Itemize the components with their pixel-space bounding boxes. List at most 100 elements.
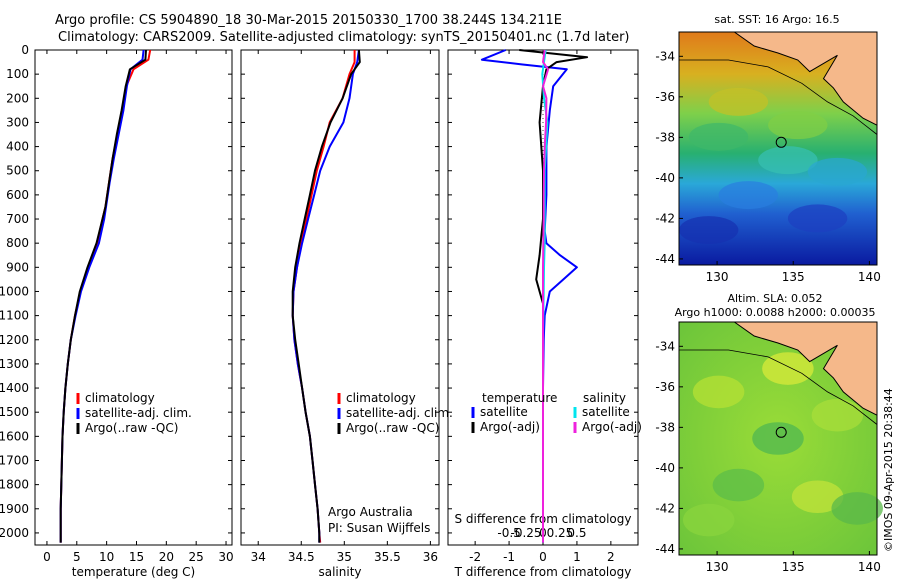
- depth-tick-label: 1300: [0, 357, 29, 371]
- x-tick-label: 34: [251, 550, 266, 564]
- map-lat-label: -36: [655, 90, 675, 104]
- sst-patch: [708, 87, 769, 116]
- legend-temperature-heading: temperature: [482, 391, 557, 405]
- s-axis-tick-label: 0.25: [547, 526, 574, 540]
- map-lat-label: -40: [655, 171, 675, 185]
- sla-patch: [682, 503, 735, 537]
- depth-tick-label: 1200: [0, 333, 29, 347]
- sst-patch: [718, 181, 778, 210]
- sst-map: [678, 31, 878, 266]
- x-tick-label: 0: [539, 550, 547, 564]
- map-lon-label: 140: [858, 560, 881, 574]
- panel-frame-2: [240, 49, 440, 546]
- depth-tick-label: 800: [6, 236, 29, 250]
- legend-salinity-heading: salinity: [583, 391, 626, 405]
- x-tick-label: 5: [73, 550, 81, 564]
- temperature-legend-label: satellite-adj. clim.: [85, 406, 192, 420]
- sst-patch: [807, 157, 868, 186]
- sst-patch: [768, 111, 828, 140]
- x-tick-label: -1: [503, 550, 515, 564]
- map-lon-label: 130: [706, 560, 729, 574]
- series-line: [542, 49, 550, 543]
- depth-tick-label: 100: [6, 67, 29, 81]
- map-lon-label: 130: [706, 270, 729, 284]
- x-tick-label: 10: [99, 550, 114, 564]
- map-frame: [678, 31, 878, 266]
- depth-tick-label: 0: [21, 43, 29, 57]
- depth-tick-label: 900: [6, 260, 29, 274]
- map-lat-label: -38: [655, 420, 675, 434]
- x-tick-label: 0: [43, 550, 51, 564]
- sla-map-subtitle: Argo h1000: 0.0088 h2000: 0.00035: [675, 306, 876, 319]
- credit-line-2: PI: Susan Wijffels: [328, 521, 430, 535]
- depth-tick-label: 600: [6, 188, 29, 202]
- shelf-contour: [679, 349, 878, 425]
- depth-tick-label: 1100: [0, 309, 29, 323]
- sla-patch: [811, 398, 864, 432]
- s-legend-label: Argo(-adj): [582, 420, 642, 434]
- sst-patch: [679, 216, 739, 245]
- depth-tick-label: 1600: [0, 429, 29, 443]
- salinity-legend-label: satellite-adj. clim.: [346, 406, 453, 420]
- sla-map-title: Altim. SLA: 0.052: [727, 292, 822, 305]
- header-line-1: Argo profile: CS 5904890_18 30-Mar-2015 …: [55, 13, 563, 28]
- sla-patch: [752, 422, 804, 455]
- sla-patch: [831, 492, 883, 525]
- depth-tick-label: 700: [6, 212, 29, 226]
- s-axis-tick-label: -0.25: [511, 526, 542, 540]
- temperature-legend-label: Argo(..raw -QC): [85, 421, 178, 435]
- map-lat-label: -34: [655, 339, 675, 353]
- depth-tick-label: 1900: [0, 502, 29, 516]
- sla-patch: [692, 375, 745, 409]
- sst-patch: [688, 122, 749, 151]
- depth-tick-label: 1400: [0, 381, 29, 395]
- map-lat-label: -42: [655, 501, 675, 515]
- x-axis-label: salinity: [318, 565, 361, 579]
- depth-tick-label: 1500: [0, 405, 29, 419]
- t-legend-label: satellite: [480, 405, 528, 419]
- header-line-2: Climatology: CARS2009. Satellite-adjuste…: [58, 30, 630, 45]
- salinity-legend-label: climatology: [346, 391, 416, 405]
- imos-watermark: ©IMOS 09-Apr-2015 20:38:44: [882, 388, 895, 552]
- sla-patch: [791, 480, 844, 514]
- credit-line-1: Argo Australia: [328, 505, 413, 519]
- map-lat-label: -38: [655, 130, 675, 144]
- map-lat-label: -34: [655, 49, 675, 63]
- t-legend-label: Argo(-adj): [480, 420, 540, 434]
- map-lat-label: -42: [655, 211, 675, 225]
- land-area: [732, 31, 878, 127]
- x-tick-label: 30: [218, 550, 233, 564]
- series-line: [291, 49, 361, 543]
- depth-tick-label: 300: [6, 115, 29, 129]
- depth-tick-label: 1800: [0, 478, 29, 492]
- x-axis-label: temperature (deg C): [72, 565, 195, 579]
- x-axis-label: T difference from climatology: [454, 565, 632, 579]
- sst-patch: [787, 204, 848, 233]
- depth-tick-label: 400: [6, 140, 29, 154]
- x-tick-label: 15: [129, 550, 144, 564]
- x-tick-label: 34.5: [288, 550, 315, 564]
- depth-tick-label: 1000: [0, 284, 29, 298]
- shelf-contour: [679, 59, 878, 135]
- map-lat-label: -36: [655, 380, 675, 394]
- land-area: [732, 321, 878, 417]
- sst-map-title: sat. SST: 16 Argo: 16.5: [714, 13, 839, 26]
- depth-tick-label: 1700: [0, 453, 29, 467]
- temperature-legend-label: climatology: [85, 391, 155, 405]
- depth-tick-label: 200: [6, 91, 29, 105]
- salinity-legend-label: Argo(..raw -QC): [346, 421, 439, 435]
- depth-tick-label: 500: [6, 164, 29, 178]
- argo-float-marker: [775, 136, 787, 148]
- x-tick-label: 1: [573, 550, 581, 564]
- map-lon-label: 135: [782, 270, 805, 284]
- map-lat-label: -40: [655, 461, 675, 475]
- s-axis-tick-label: -0.5: [497, 526, 520, 540]
- map-frame: [678, 321, 878, 556]
- argo-float-marker: [775, 426, 787, 438]
- map-lon-label: 135: [782, 560, 805, 574]
- x-tick-label: 2: [607, 550, 615, 564]
- x-tick-label: 35.5: [374, 550, 401, 564]
- s-axis-tick-label: 0.5: [567, 526, 586, 540]
